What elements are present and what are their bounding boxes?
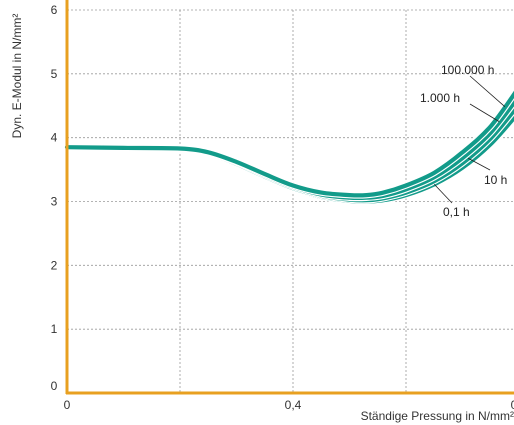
leader-line-0-1h <box>433 183 453 204</box>
grid <box>67 9 514 393</box>
y-axis-title: Dyn. E-Modul in N/mm² <box>10 14 24 139</box>
x-axis-title: Ständige Pressung in N/mm² <box>361 409 514 423</box>
x-tick-label: 0 <box>64 398 71 412</box>
leader-line-100000h <box>469 75 506 108</box>
y-tick-label: 4 <box>51 131 58 145</box>
y-tick-label: 3 <box>51 195 58 209</box>
y-tick-label: 1 <box>51 322 58 336</box>
series-label-100000h: 100.000 h <box>441 63 494 77</box>
tick-labels: 0 1 2 3 4 5 6 0 0,4 0,8 <box>51 3 514 412</box>
leader-line-1000h <box>469 103 500 122</box>
series-label-0-1h: 0,1 h <box>443 205 470 219</box>
y-tick-label: 0 <box>51 379 58 393</box>
series-label-10h: 10 h <box>484 173 507 187</box>
leader-line-10h <box>467 157 491 171</box>
y-tick-label: 6 <box>51 3 58 17</box>
x-tick-label: 0,4 <box>285 398 302 412</box>
series-line-3 <box>64 90 514 198</box>
x-tick-label: 0,8 <box>511 398 514 412</box>
series-label-1000h: 1.000 h <box>420 91 460 105</box>
y-tick-label: 2 <box>51 258 58 272</box>
series-layer <box>63 88 514 205</box>
y-tick-label: 5 <box>51 67 58 81</box>
axes <box>65 0 514 395</box>
